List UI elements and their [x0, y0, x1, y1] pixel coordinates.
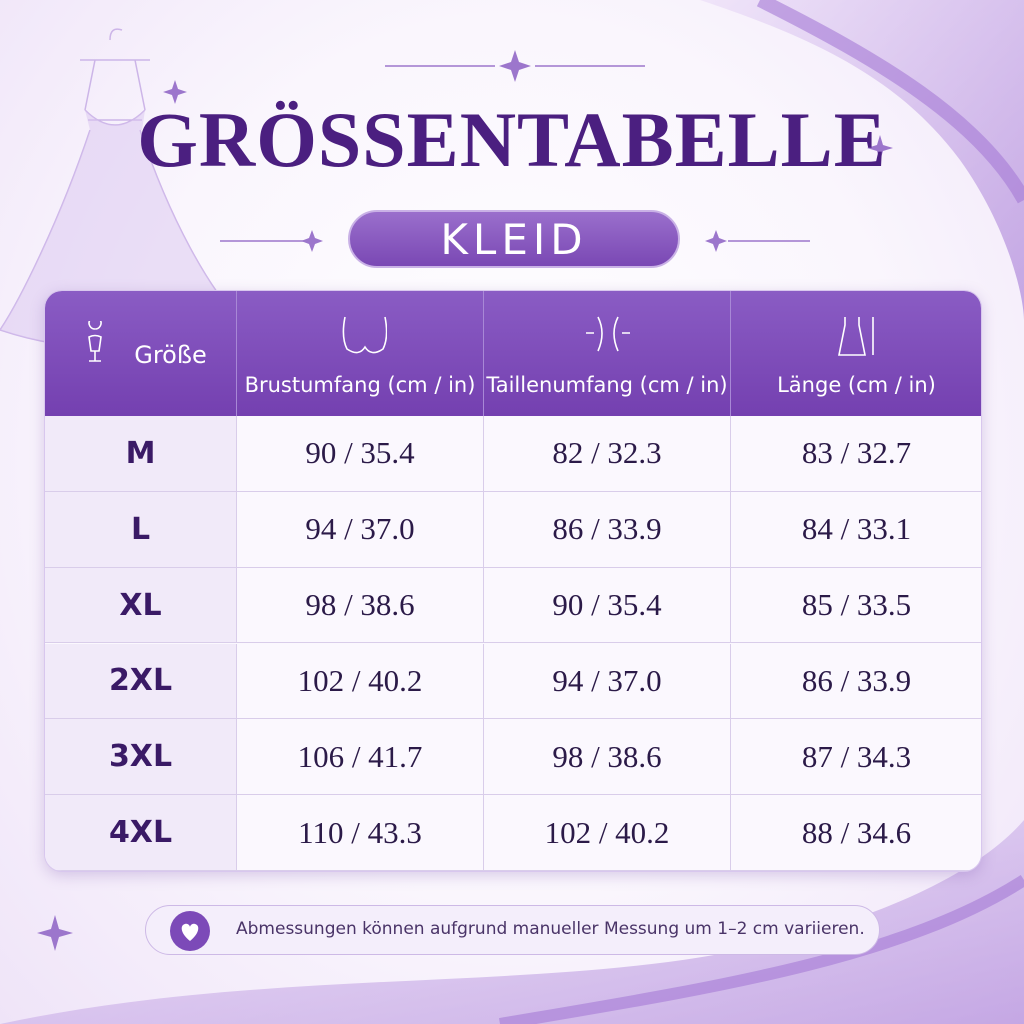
column-header: Brustumfang (cm / in) [244, 373, 476, 397]
note-text: Abmessungen können aufgrund manueller Me… [236, 919, 865, 939]
swirl [756, 0, 1024, 204]
title-rules [220, 65, 810, 242]
swirl [700, 0, 1024, 320]
column-header: Länge (cm / in) [777, 373, 936, 397]
title: GRÖSSENTABELLE [137, 96, 887, 183]
column-icon [342, 316, 387, 354]
value-cell: 110 / 43.3 [237, 795, 484, 871]
value-cell: 90 / 35.4 [484, 567, 731, 644]
dress-fill [0, 110, 240, 348]
heart [181, 923, 199, 941]
header-cell: Größe [45, 291, 237, 416]
value-cell: 82 / 32.3 [484, 416, 731, 492]
heart-icon [170, 911, 210, 951]
value-cell: 98 / 38.6 [484, 719, 731, 796]
header-cell: Brustumfang (cm / in) [237, 291, 484, 416]
swirl [498, 874, 1024, 1024]
column-icon [838, 317, 874, 356]
value-cell: 94 / 37.0 [484, 643, 731, 720]
size-cell: 3XL [45, 719, 237, 796]
column-header: Größe [134, 341, 207, 369]
value-cell: 84 / 33.1 [731, 492, 981, 568]
value-cell: 88 / 34.6 [731, 795, 981, 871]
value-cell: 98 / 38.6 [237, 567, 484, 644]
column-icon [88, 321, 102, 362]
value-cell: 106 / 41.7 [237, 719, 484, 796]
value-cell: 90 / 35.4 [237, 416, 484, 492]
value-cell: 102 / 40.2 [484, 795, 731, 871]
size-cell: 2XL [45, 643, 237, 720]
column-icon [585, 316, 630, 352]
value-cell: 94 / 37.0 [237, 491, 484, 568]
size-table: Größe Brustumfang (cm / in) Taillenumfang … [44, 290, 982, 872]
sparkles [37, 50, 893, 951]
size-cell: L [45, 491, 237, 568]
value-cell: 87 / 34.3 [731, 719, 981, 796]
size-cell: 4XL [45, 795, 237, 871]
value-cell: 83 / 32.7 [731, 416, 981, 492]
value-cell: 85 / 33.5 [731, 568, 981, 644]
note-pill: Abmessungen können aufgrund manueller Me… [145, 905, 880, 955]
header-cell: Länge (cm / in) [731, 291, 981, 416]
header-cell: Taillenumfang (cm / in) [484, 291, 731, 416]
value-cell: 102 / 40.2 [237, 643, 484, 720]
size-cell: XL [45, 567, 237, 644]
size-cell: M [45, 416, 237, 492]
subtitle-pill: KLEID [348, 210, 680, 268]
column-header: Taillenumfang (cm / in) [486, 373, 728, 397]
value-cell: 86 / 33.9 [731, 644, 981, 720]
value-cell: 86 / 33.9 [484, 491, 731, 568]
